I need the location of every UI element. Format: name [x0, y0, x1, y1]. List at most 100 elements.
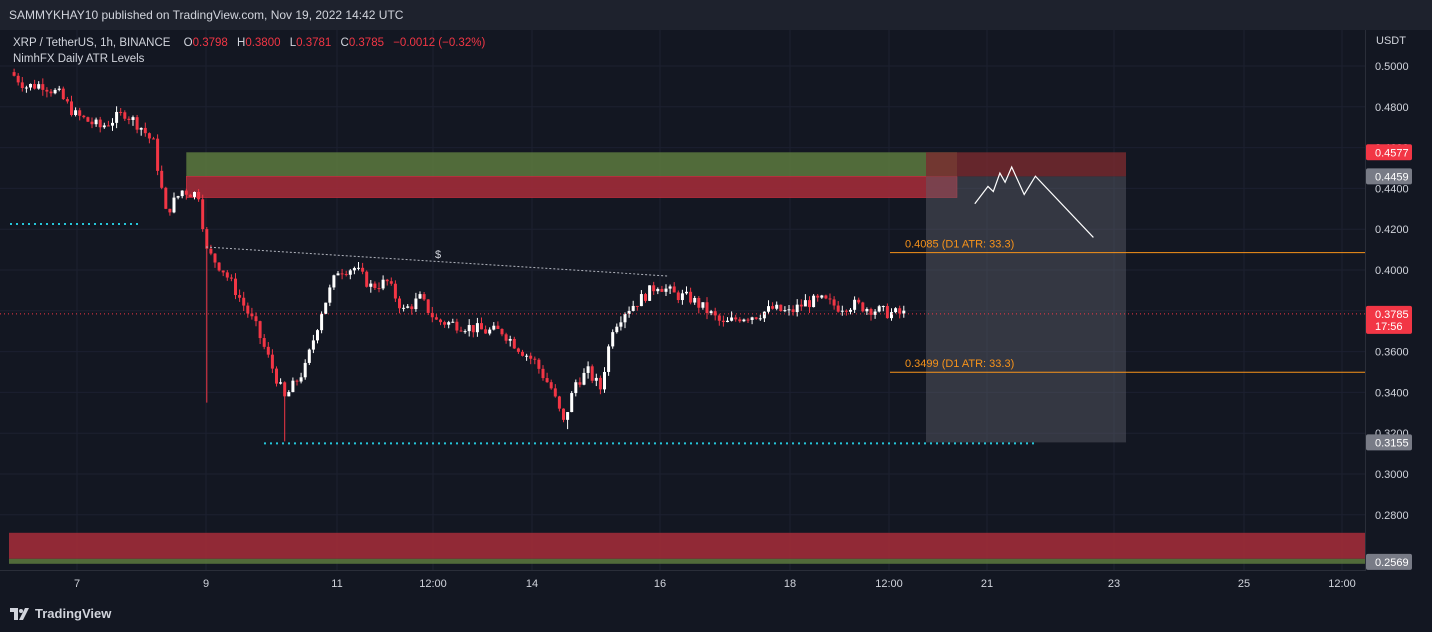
candle-body [33, 83, 37, 89]
candle-body [537, 359, 541, 369]
candle-body [791, 309, 795, 313]
candle-body [873, 311, 877, 315]
candle-body [320, 313, 324, 331]
y-tick-label: 0.3400 [1375, 387, 1409, 399]
candle-body [668, 286, 672, 289]
candle-body [726, 320, 729, 323]
candle-body [229, 277, 233, 279]
candle-body [24, 87, 28, 89]
symbol-legend[interactable]: XRP / TetherUS, 1h, BINANCE O0.3798 H0.3… [13, 37, 485, 49]
candle-body [352, 268, 356, 271]
candle-body [316, 330, 319, 341]
candle-body [78, 110, 82, 116]
price-tag-bg [1366, 434, 1412, 451]
candle-body [808, 300, 811, 308]
grid [0, 30, 1366, 570]
candle-body [426, 299, 430, 313]
x-tick-label: 12:00 [875, 578, 903, 590]
legend-l-label: L [290, 37, 297, 49]
x-tick-label: 16 [654, 578, 666, 590]
candle-body [680, 293, 684, 301]
candle-body [12, 72, 16, 76]
candle-body [701, 302, 705, 308]
candle-body [762, 311, 766, 319]
candle-body [553, 388, 557, 397]
candle-body [65, 99, 69, 102]
tradingview-wordmark: TradingView [35, 606, 112, 621]
candle-body [402, 307, 406, 309]
stop-zone [926, 152, 1126, 177]
candle-body [557, 396, 561, 409]
x-tick-label: 23 [1108, 578, 1120, 590]
price-tag-bg [1366, 553, 1412, 570]
candle-body [389, 281, 393, 284]
candle-body [521, 351, 524, 356]
trendline-label: $ [435, 249, 441, 261]
candle-body [885, 306, 889, 319]
candle-body [471, 325, 475, 333]
candle-body [512, 338, 516, 349]
candle-body [393, 283, 397, 299]
publish-info: SAMMYKHAY10 published on TradingView.com… [9, 8, 404, 22]
candle-body [627, 310, 631, 314]
candle-body [717, 315, 721, 321]
tradingview-brand[interactable]: TradingView [10, 606, 111, 621]
candle-body [603, 371, 606, 390]
candle-body [853, 299, 857, 310]
candle-body [615, 326, 619, 333]
publish-bar: SAMMYKHAY10 published on TradingView.com… [0, 0, 1432, 30]
candle-body [685, 291, 688, 294]
tradingview-logo-icon [10, 607, 29, 620]
candle-body [496, 325, 500, 329]
candle-body [730, 317, 734, 321]
candle-body [750, 317, 754, 320]
candle-body [656, 288, 660, 292]
candle-body [578, 382, 582, 385]
candle-body [111, 122, 114, 126]
candle-body [861, 302, 865, 312]
candle-body [225, 272, 229, 278]
legend-symbol: XRP / TetherUS, 1h, BINANCE [13, 37, 171, 49]
x-axis-area[interactable] [0, 570, 1432, 598]
candle-body [746, 319, 750, 321]
price-tag-bg [1366, 305, 1412, 334]
atr-level-label: 0.4085 (D1 ATR: 33.3) [905, 239, 1014, 251]
candle-body [106, 125, 110, 127]
candle-body [287, 392, 291, 397]
candle-body [434, 317, 438, 320]
candle-body [324, 302, 328, 314]
candle-body [713, 311, 717, 316]
candle-body [689, 291, 693, 303]
indicator-legend[interactable]: NimhFX Daily ATR Levels [13, 53, 145, 65]
candle-body [86, 117, 90, 122]
price-tag-label: 0.3155 [1375, 437, 1409, 449]
candle-body [152, 138, 155, 140]
legend-close: 0.3785 [349, 37, 384, 49]
y-axis-area[interactable] [1366, 30, 1432, 570]
zones [9, 152, 1366, 564]
x-tick-label: 7 [74, 578, 80, 590]
candle-body [660, 288, 664, 292]
candle-body [475, 323, 479, 333]
candle-body [890, 312, 893, 319]
candle-body [361, 267, 365, 272]
candle-body [94, 119, 98, 125]
candle-body [500, 328, 504, 335]
candle-body [562, 408, 565, 420]
x-tick-label: 9 [203, 578, 209, 590]
candle-body [406, 306, 410, 308]
candle-body [455, 321, 459, 331]
candle-body [447, 322, 451, 325]
candle-body [504, 334, 508, 341]
candle-body [775, 304, 779, 309]
price-tag-label: 0.4459 [1375, 171, 1409, 183]
candle-body [332, 275, 336, 288]
candle-body [422, 294, 426, 300]
candle-body [365, 271, 369, 287]
candle-body [143, 127, 147, 134]
candle-body [90, 121, 94, 125]
candle-body [467, 325, 471, 332]
candle-body [582, 372, 586, 385]
candle-body [262, 338, 266, 347]
